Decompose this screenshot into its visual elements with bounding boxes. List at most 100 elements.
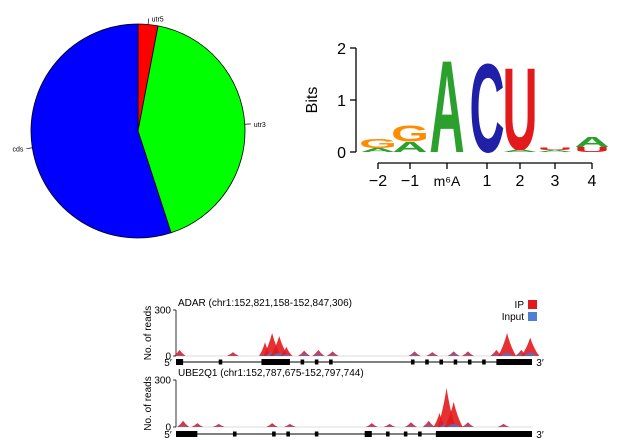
input-peak: [285, 425, 295, 427]
logo-letter-u: U: [574, 146, 609, 154]
logo-x-tick-label: −1: [401, 173, 419, 190]
input-peak: [447, 423, 460, 427]
ip-peak: [426, 352, 439, 356]
logo-x-tick-label: 3: [551, 173, 560, 190]
gene-exon: [218, 359, 223, 365]
input-peak: [463, 425, 473, 427]
ip-peak: [497, 423, 510, 427]
gene-exon: [386, 431, 390, 437]
gene-exon: [286, 431, 290, 437]
ip-peak: [191, 423, 204, 427]
ip-peak: [461, 422, 474, 427]
strand-3-prime: 3′: [536, 430, 544, 441]
gene-exon: [482, 359, 486, 365]
ip-peak: [498, 333, 517, 356]
read-coverage-tracks: ADAR (chr1:152,821,158-152,847,306)0300N…: [143, 298, 544, 441]
gene-exon: [467, 359, 472, 365]
input-peak: [410, 353, 419, 356]
logo-x-tick-label: −2: [369, 173, 387, 190]
logo-y-axis-label: Bits: [304, 87, 321, 114]
gene-exon: [232, 431, 237, 437]
ip-peak: [283, 423, 296, 427]
ip-peak: [266, 423, 279, 427]
ip-peak: [404, 422, 417, 427]
logo-x-tick-label: 2: [516, 173, 525, 190]
input-peak: [228, 355, 238, 356]
gene-exon: [176, 431, 198, 437]
ip-peak: [383, 423, 396, 427]
input-peak: [193, 425, 202, 427]
gene-exon: [418, 431, 422, 437]
logo-letter-a: A: [537, 149, 572, 152]
pie-leader-cds: [26, 147, 33, 150]
track-y-tick-label: 0: [165, 352, 171, 363]
ip-peak: [212, 423, 225, 427]
ip-peak: [280, 346, 293, 356]
ip-peak: [312, 349, 325, 356]
input-peak: [385, 425, 394, 427]
track-y-axis-label: No. of reads: [143, 376, 154, 430]
input-peak: [406, 425, 416, 427]
gene-exon: [439, 359, 443, 365]
gene-exon: [410, 359, 415, 365]
gene-exon: [453, 359, 458, 365]
logo-x-tick-label: m⁶A: [434, 173, 461, 189]
pie-slice-cds: [30, 23, 172, 239]
logo-letter-a: A: [392, 139, 427, 155]
pie-label-cds: cds: [12, 147, 23, 154]
input-peak: [463, 354, 473, 356]
gene-exon: [272, 431, 276, 437]
gene-exon: [314, 431, 319, 437]
gene-exon: [261, 359, 290, 365]
pie-label-utr5: utr5: [152, 17, 164, 24]
gene-exon: [435, 431, 532, 437]
input-peak: [267, 425, 277, 427]
legend-swatch-ip: [528, 300, 537, 309]
input-peak: [175, 354, 184, 356]
gene-exon: [403, 431, 408, 437]
gene-exon: [314, 359, 319, 365]
ip-peak: [270, 336, 289, 356]
pie-chart: utr5 utr3 cds: [12, 17, 266, 239]
ip-peak: [326, 351, 339, 356]
gene-exon: [329, 359, 333, 365]
input-peak: [328, 354, 337, 356]
logo-x-tick-label: 1: [483, 173, 492, 190]
ip-peak: [521, 337, 540, 356]
track-y-tick-label: 0: [165, 423, 171, 434]
input-peak: [424, 424, 433, 427]
logo-letter-u: U: [502, 44, 537, 175]
track-y-tick-label: 300: [154, 376, 171, 387]
logo-y-tick-label: 2: [337, 41, 346, 58]
track-1: ADAR (chr1:152,821,158-152,847,306) 0 300N…: [143, 298, 544, 369]
track-title: UBE2Q1 (chr1:152,787,675-152,797,744): [178, 368, 364, 379]
strand-3-prime: 3′: [536, 358, 544, 369]
logo-letter-a: A: [360, 147, 395, 153]
ip-peak: [422, 420, 435, 427]
input-peak: [282, 354, 291, 356]
input-peak: [214, 425, 223, 427]
ip-peak: [298, 350, 311, 356]
input-peak: [299, 353, 309, 356]
gene-exon: [425, 359, 429, 365]
ip-peak: [444, 401, 463, 427]
pie-label-utr3: utr3: [254, 122, 266, 129]
strand-5-prime: 5′: [164, 430, 172, 441]
ip-peak: [173, 349, 186, 356]
logo-letter-g: G: [391, 122, 429, 148]
input-peak: [314, 353, 323, 356]
legend-swatch-input: [528, 312, 537, 321]
ip-peak: [226, 352, 239, 356]
logo-letter-u: U: [537, 147, 572, 151]
ip-peak: [177, 420, 190, 427]
logo-letter-c: C: [469, 38, 504, 179]
input-peak: [428, 354, 437, 356]
input-peak: [500, 352, 514, 356]
logo-letter-g: G: [359, 136, 397, 151]
input-peak: [449, 353, 458, 356]
gene-exon: [496, 359, 532, 365]
input-peak: [523, 352, 537, 356]
track-y-tick-label: 300: [154, 306, 171, 317]
